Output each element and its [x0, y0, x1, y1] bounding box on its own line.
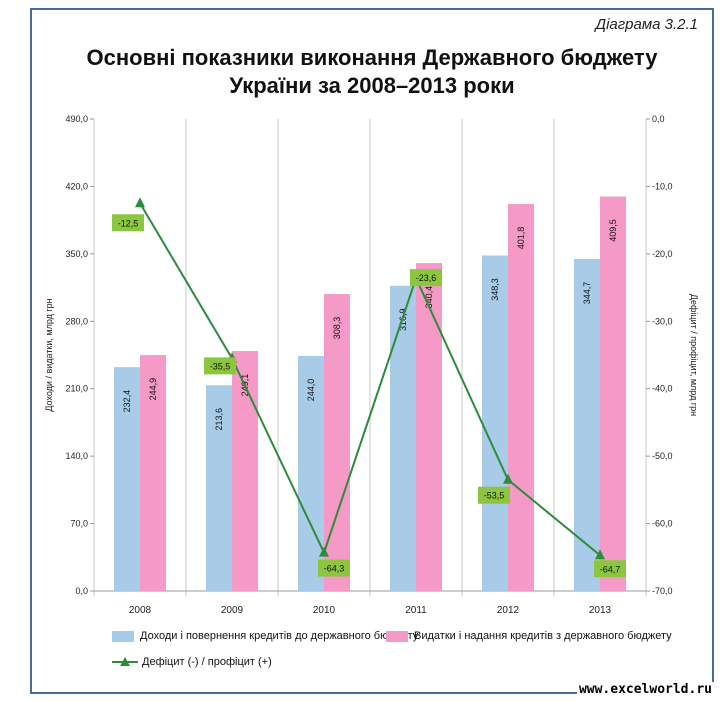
- y-tick-label: 210,0: [65, 384, 88, 394]
- title-line-2: України за 2008–2013 роки: [229, 73, 515, 98]
- x-tick-label: 2010: [313, 605, 336, 616]
- bar-expenses-2008: [140, 355, 166, 591]
- data-label-expenses: 401,8: [516, 227, 526, 250]
- data-label-income: 344,7: [582, 282, 592, 305]
- y-tick-label: 420,0: [65, 181, 88, 191]
- data-label-expenses: 340,4: [424, 286, 434, 309]
- legend-swatch-income: [112, 630, 134, 642]
- bar-expenses-2011: [416, 263, 442, 591]
- data-label-income: 244,0: [306, 379, 316, 402]
- y-axis-title: Доходи / видатки, млрд грн: [44, 298, 54, 411]
- deficit-data-label: -23,6: [416, 273, 437, 283]
- legend-swatch-deficit: [112, 657, 138, 666]
- data-label-expenses: 244,9: [148, 378, 158, 401]
- y-right-tick-label: -10,0: [652, 181, 673, 191]
- y-right-axis-title: Дефіцит / профіцит, млрд грн: [689, 294, 699, 416]
- bar-income-2011: [390, 285, 416, 591]
- legend-item-income: Доходи і повернення кредитів до державно…: [112, 630, 418, 642]
- y-tick-label: 0,0: [75, 586, 88, 596]
- y-right-tick-label: -20,0: [652, 249, 673, 259]
- bar-income-2013: [574, 258, 600, 591]
- y-tick-label: 70,0: [70, 519, 88, 529]
- deficit-marker: [319, 546, 329, 557]
- data-label-income: 232,4: [122, 390, 132, 413]
- deficit-label-box: [410, 269, 442, 287]
- deficit-data-label: -64,7: [600, 564, 621, 574]
- legend-item-deficit: Дефіцит (-) / профіцит (+): [112, 656, 272, 668]
- chart-title: Основні показники виконання Державного б…: [32, 44, 712, 100]
- deficit-data-label: -64,3: [324, 564, 345, 574]
- y-right-tick-label: -70,0: [652, 586, 673, 596]
- x-tick-label: 2013: [589, 605, 612, 616]
- deficit-label-box: [318, 559, 350, 577]
- bar-expenses-2012: [508, 203, 534, 591]
- y-tick-label: 280,0: [65, 316, 88, 326]
- data-label-expenses: 409,5: [608, 219, 618, 242]
- bar-income-2008: [114, 367, 140, 591]
- y-tick-label: 140,0: [65, 451, 88, 461]
- x-tick-label: 2012: [497, 605, 520, 616]
- legend-label-deficit: Дефіцит (-) / профіцит (+): [142, 656, 272, 668]
- legend-label-income: Доходи і повернення кредитів до державно…: [140, 630, 419, 642]
- data-label-expenses: 308,3: [332, 317, 342, 340]
- diagram-number: Діаграма 3.2.1: [595, 16, 698, 33]
- x-tick-label: 2009: [221, 605, 244, 616]
- deficit-label-box: [478, 486, 510, 504]
- bar-income-2012: [482, 255, 508, 591]
- legend-label-expenses: Видатки і надання кредитів з державного …: [414, 630, 672, 642]
- bar-expenses-2013: [600, 196, 626, 592]
- legend-item-expenses: Видатки і надання кредитів з державного …: [386, 630, 672, 642]
- bar-income-2010: [298, 355, 324, 591]
- deficit-marker: [503, 473, 513, 484]
- deficit-marker: [595, 549, 605, 560]
- deficit-data-label: -12,5: [118, 218, 139, 228]
- y-right-tick-label: 0,0: [652, 114, 665, 124]
- deficit-label-box: [204, 357, 236, 375]
- y-right-tick-label: -40,0: [652, 384, 673, 394]
- x-tick-label: 2008: [129, 605, 152, 616]
- deficit-line: [139, 202, 601, 557]
- y-right-tick-label: -30,0: [652, 316, 673, 326]
- deficit-data-label: -53,5: [484, 491, 505, 501]
- y-tick-label: 350,0: [65, 249, 88, 259]
- deficit-label-box: [112, 214, 144, 232]
- y-right-tick-label: -50,0: [652, 451, 673, 461]
- y-right-tick-label: -60,0: [652, 519, 673, 529]
- chart-frame: Діаграма 3.2.1 Основні показники виконан…: [30, 8, 714, 694]
- data-label-income: 213,6: [214, 408, 224, 431]
- deficit-label-box: [594, 560, 626, 578]
- deficit-data-label: -35,5: [210, 361, 231, 371]
- x-tick-label: 2011: [405, 605, 427, 616]
- bar-expenses-2009: [232, 351, 258, 591]
- data-label-income: 348,3: [490, 278, 500, 301]
- bar-income-2009: [206, 385, 232, 591]
- y-tick-label: 490,0: [65, 114, 88, 124]
- legend-swatch-expenses: [386, 630, 408, 642]
- watermark: www.excelworld.ru: [576, 682, 714, 697]
- title-line-1: Основні показники виконання Державного б…: [86, 45, 658, 70]
- deficit-marker: [135, 197, 145, 208]
